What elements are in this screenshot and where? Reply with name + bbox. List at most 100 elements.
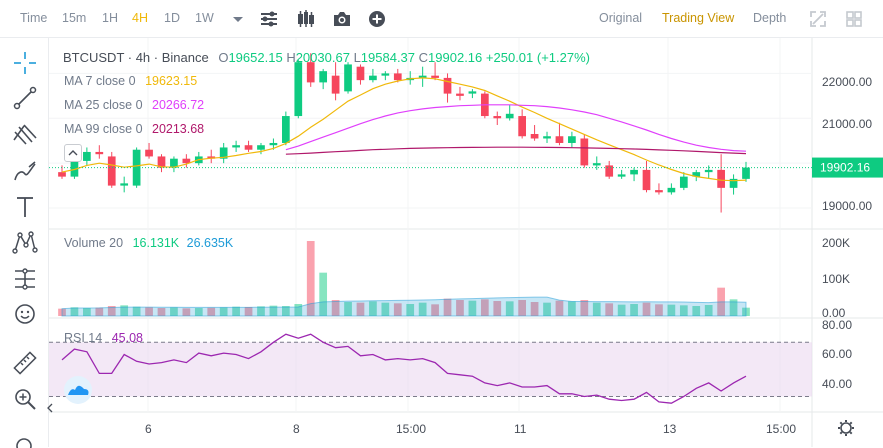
grid-layout-icon[interactable]	[844, 9, 864, 29]
measure-icon[interactable]	[12, 266, 38, 292]
volume-label: Volume 20	[64, 236, 124, 250]
candle-body	[655, 190, 663, 193]
candle	[742, 161, 750, 182]
crosshair-icon[interactable]	[12, 50, 38, 76]
view-trading-view[interactable]: Trading View	[662, 11, 735, 25]
candle-body	[518, 116, 527, 137]
interval-15m[interactable]: 15m	[62, 11, 87, 25]
brush-icon[interactable]	[12, 158, 38, 184]
volume-bar	[642, 302, 651, 316]
volume-series	[58, 241, 750, 316]
emoji-icon[interactable]	[12, 301, 38, 327]
candle-body	[393, 73, 402, 81]
interval-1w[interactable]: 1W	[195, 11, 214, 25]
candle-body	[555, 136, 564, 143]
volume-bar	[83, 308, 91, 316]
volume-bar	[505, 301, 514, 316]
indicators-icon[interactable]	[259, 9, 279, 29]
volume-bar	[518, 300, 527, 316]
candle-body	[704, 169, 713, 173]
zoom-out-icon[interactable]	[14, 436, 34, 448]
settings-gear-icon[interactable]	[838, 420, 854, 436]
trend-line-icon[interactable]	[12, 85, 38, 111]
candle	[232, 140, 240, 152]
candle-body	[505, 113, 514, 119]
candle-body	[369, 75, 377, 81]
candle-body	[306, 62, 315, 83]
text-icon[interactable]	[12, 194, 38, 220]
time-tick-13: 13	[663, 422, 677, 436]
candle	[630, 167, 638, 182]
volume-bar	[319, 272, 328, 316]
candle	[543, 131, 551, 143]
candle	[381, 71, 390, 81]
ruler-icon[interactable]	[12, 350, 38, 376]
volume-bar	[729, 299, 738, 316]
change-value: +250.01 (+1.27%)	[485, 50, 590, 65]
ma99-line	[285, 146, 747, 155]
drawing-toolbar	[0, 38, 49, 448]
volume-bar	[356, 302, 365, 316]
price-tick-22000: 22000.00	[822, 75, 872, 89]
candle	[605, 160, 614, 179]
volume-axis: 200K 100K 0.00	[822, 236, 850, 320]
candle	[493, 111, 502, 126]
time-label[interactable]: Time	[20, 11, 48, 25]
current-price-tag	[812, 157, 883, 178]
view-original[interactable]: Original	[599, 11, 643, 25]
candle	[393, 68, 402, 83]
interval-4h[interactable]: 4H	[132, 11, 148, 25]
legend-collapse-button[interactable]	[64, 144, 82, 162]
candle-body	[294, 62, 303, 117]
interval-1h[interactable]: 1H	[102, 11, 118, 25]
zoom-in-icon[interactable]	[12, 386, 38, 412]
ma7-label: MA 7 close 0	[64, 74, 136, 88]
volume-bar	[679, 305, 688, 316]
fullscreen-icon[interactable]	[808, 9, 828, 29]
candle	[568, 131, 576, 148]
rsi-tick-40: 40.00	[822, 377, 852, 391]
candle-body	[145, 149, 153, 157]
view-depth[interactable]: Depth	[753, 11, 787, 25]
close-label: C	[418, 50, 429, 65]
candle	[70, 158, 79, 179]
add-icon[interactable]	[367, 9, 387, 29]
candle	[456, 86, 464, 101]
interval-1d[interactable]: 1D	[164, 11, 180, 25]
candle-body	[493, 116, 502, 119]
candle-body	[742, 167, 750, 179]
candle-body	[418, 75, 427, 78]
candle	[431, 62, 439, 81]
volume-bar	[480, 299, 489, 316]
dropdown-caret-icon[interactable]	[228, 9, 248, 29]
rsi-line	[61, 333, 747, 404]
candle	[369, 68, 377, 83]
price-tick-19000: 19000.00	[822, 199, 872, 213]
candle-body	[95, 151, 104, 155]
tradingview-logo	[64, 376, 92, 404]
candle-type-icon[interactable]	[296, 9, 316, 29]
candle-body	[630, 169, 638, 175]
candle-body	[456, 93, 464, 96]
rsi-axis: 80.00 60.00 40.00	[822, 318, 852, 391]
candle-body	[107, 156, 116, 186]
volume-bar	[381, 302, 390, 316]
candle-body	[182, 158, 191, 164]
candle-body	[83, 151, 91, 161]
candle	[530, 125, 539, 141]
candle-body	[331, 75, 340, 94]
screenshot-icon[interactable]	[332, 9, 352, 29]
volume-bar	[331, 300, 340, 316]
pitchfork-icon[interactable]	[12, 122, 38, 148]
pattern-icon[interactable]	[12, 229, 38, 255]
ma7-legend: MA 7 close 0 19623.15	[64, 74, 197, 88]
candle	[182, 154, 191, 168]
candle	[244, 140, 253, 152]
candle-body	[356, 66, 365, 81]
scroll-left-icon[interactable]	[47, 403, 53, 413]
volume-bar	[406, 304, 415, 316]
candle-body	[70, 160, 79, 177]
candle	[281, 111, 290, 146]
candle	[331, 62, 340, 101]
